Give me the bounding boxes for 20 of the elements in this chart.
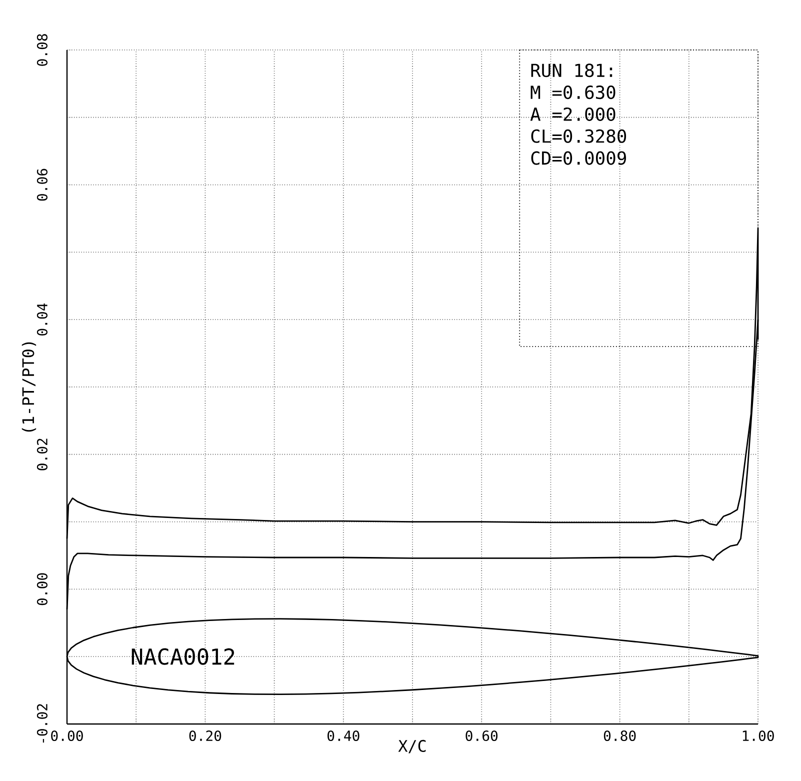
annotation: NACA0012: [132, 648, 234, 665]
annotation: CL=0.3280: [531, 129, 626, 143]
y-tick-label: 0.06: [36, 168, 48, 201]
annotation: M =0.630: [530, 86, 616, 100]
x-axis-title: X/C: [398, 740, 426, 754]
y-axis-title: (1-PT/PT0): [22, 342, 36, 432]
annotation: RUN 181:: [531, 64, 612, 78]
x-tick-label: 0.00: [51, 730, 83, 742]
y-tick-label: 0.04: [36, 303, 48, 336]
x-tick-label: 0.60: [466, 730, 498, 742]
x-tick-label: 1.00: [742, 730, 774, 742]
y-tick-label: -0.02: [36, 704, 48, 743]
annotation: A =2.000: [530, 107, 616, 122]
x-tick-label: 0.80: [604, 730, 636, 742]
y-tick-label: 0.08: [36, 34, 48, 66]
x-tick-label: 0.20: [189, 730, 222, 742]
x-tick-label: 0.40: [328, 730, 360, 742]
y-tick-label: 0.02: [36, 438, 48, 470]
annotation: CD=0.0009: [531, 151, 626, 165]
y-tick-label: 0.00: [36, 573, 48, 606]
